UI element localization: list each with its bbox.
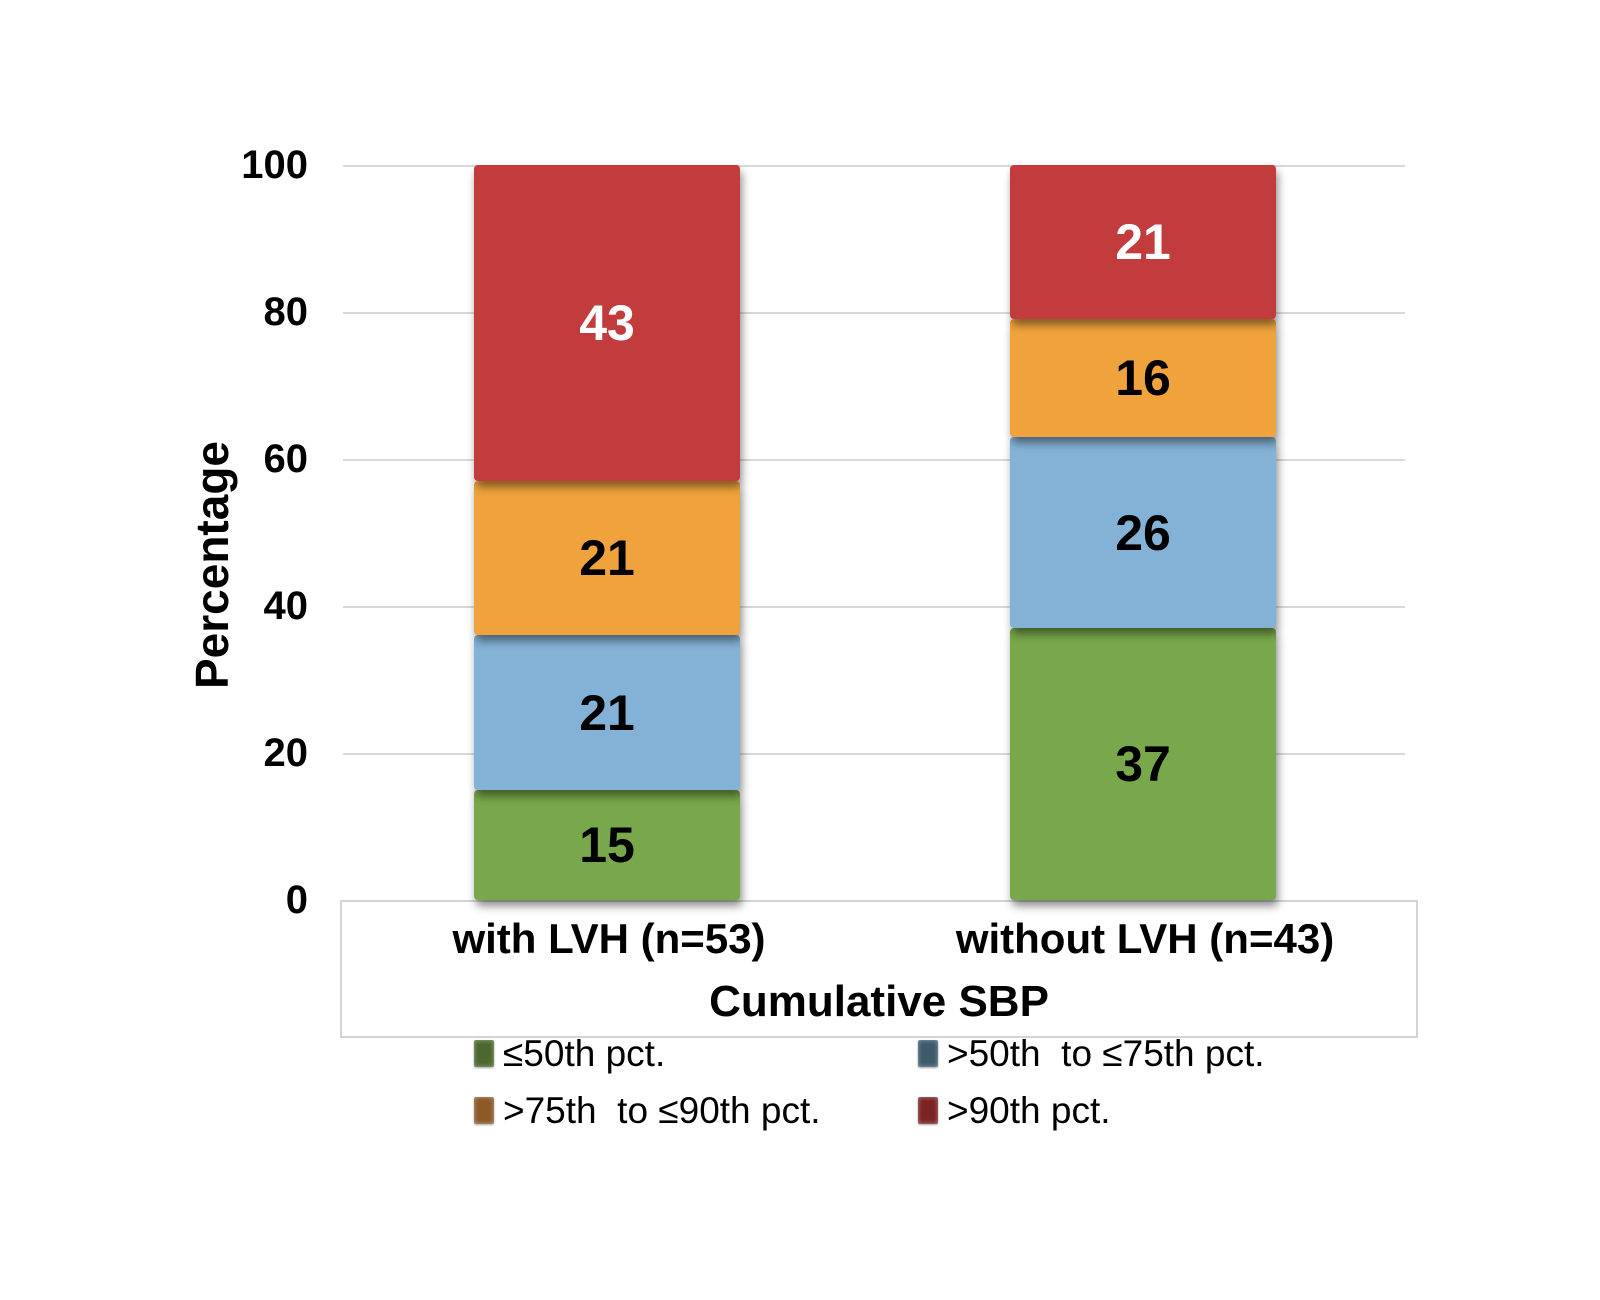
bar-segment: 21 [474,481,740,636]
legend-label: ≤50th pct. [503,1032,666,1074]
bar-value-label: 16 [1115,350,1171,407]
legend-item: >90th pct. [918,1087,1111,1133]
legend-label: >90th pct. [947,1089,1111,1131]
bar-value-label: 37 [1115,736,1171,793]
legend-item: >75th to ≤90th pct. [474,1087,821,1133]
legend-label: >75th to ≤90th pct. [503,1089,821,1131]
bar-value-label: 43 [579,295,635,352]
bar-segment: 26 [1010,436,1276,629]
stacked-bar: 37 26 16 21 [1010,165,1276,900]
gridline [343,165,1405,167]
y-tick-label: 100 [241,143,308,187]
stacked-bar: 15 21 21 43 [474,165,740,900]
bar-value-label: 21 [1115,214,1171,271]
y-tick-label: 0 [285,878,308,922]
category-label: without LVH (n=43) [955,915,1335,962]
plot-area: 15 21 21 43 37 26 16 21 [343,165,1405,900]
y-tick-label: 60 [263,437,309,481]
category-label: with LVH (n=53) [452,915,766,962]
x-axis-title: Cumulative SBP [709,977,1049,1026]
bar-segment: 21 [474,635,740,790]
gridline [343,606,1405,608]
bar-segment: 15 [474,789,740,900]
legend-swatch [918,1039,938,1067]
y-tick-label: 20 [263,731,309,775]
legend-swatch [918,1096,938,1124]
bar-value-label: 21 [579,684,635,741]
bar-value-label: 26 [1115,504,1171,561]
x-axis-box: Cumulative SBP with LVH (n=53) without LV… [340,900,1418,1038]
gridline [343,312,1405,314]
y-tick-label: 80 [263,290,309,334]
legend-item: >50th to ≤75th pct. [918,1030,1265,1076]
gridline [343,459,1405,461]
legend-swatch [474,1096,494,1124]
bar-segment: 16 [1010,319,1276,437]
legend-item: ≤50th pct. [474,1030,665,1076]
bar-value-label: 15 [579,816,635,873]
bar-segment: 43 [474,165,740,482]
bar-segment: 21 [1010,165,1276,320]
bar-value-label: 21 [579,530,635,587]
gridline [343,753,1405,755]
y-tick-label: 40 [263,584,309,628]
legend-label: >50th to ≤75th pct. [947,1032,1265,1074]
bar-segment: 37 [1010,628,1276,900]
legend-swatch [474,1039,494,1067]
